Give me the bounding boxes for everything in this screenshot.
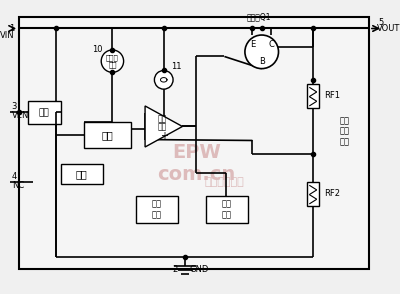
Text: RF2: RF2 — [324, 189, 340, 198]
Text: 误差: 误差 — [157, 114, 166, 123]
Text: 电流源: 电流源 — [106, 54, 119, 61]
Text: 电子产品世界: 电子产品世界 — [204, 178, 244, 188]
Text: 反馈
采样
电阵: 反馈 采样 电阵 — [340, 116, 350, 146]
Text: C: C — [268, 40, 274, 49]
Circle shape — [245, 35, 278, 69]
Text: 放大: 放大 — [157, 122, 166, 131]
Text: VEN: VEN — [12, 111, 29, 120]
Text: 4: 4 — [12, 172, 17, 181]
Bar — [136, 196, 178, 223]
Text: 启动: 启动 — [76, 169, 88, 179]
Text: E: E — [250, 40, 255, 49]
Bar — [308, 183, 319, 206]
Circle shape — [154, 71, 173, 89]
Text: B: B — [259, 57, 265, 66]
Text: 偏置: 偏置 — [108, 61, 117, 68]
Text: 过温
保护: 过温 保护 — [151, 200, 161, 219]
Text: GND: GND — [190, 265, 209, 274]
Text: 3: 3 — [12, 102, 17, 111]
Text: VIN: VIN — [0, 31, 14, 39]
Bar — [61, 164, 103, 184]
Text: VOUT: VOUT — [376, 24, 400, 33]
Text: +: + — [160, 131, 168, 141]
Text: 11: 11 — [172, 62, 182, 71]
Circle shape — [101, 50, 124, 72]
Bar — [28, 101, 61, 124]
Text: RF1: RF1 — [324, 91, 340, 100]
Text: 10: 10 — [92, 46, 103, 54]
Bar — [308, 84, 319, 108]
Text: 使能: 使能 — [39, 108, 50, 117]
Bar — [84, 122, 131, 148]
Text: 5: 5 — [378, 19, 384, 27]
Text: EPW
com.cn: EPW com.cn — [157, 143, 236, 184]
Text: 调整管Q1: 调整管Q1 — [246, 13, 271, 22]
Text: 过流
保护: 过流 保护 — [221, 200, 231, 219]
Bar — [206, 196, 248, 223]
Text: 基准: 基准 — [102, 130, 114, 140]
Text: 2: 2 — [172, 265, 178, 274]
Text: 1: 1 — [9, 24, 14, 33]
Polygon shape — [145, 106, 182, 147]
Text: NC: NC — [12, 181, 24, 190]
